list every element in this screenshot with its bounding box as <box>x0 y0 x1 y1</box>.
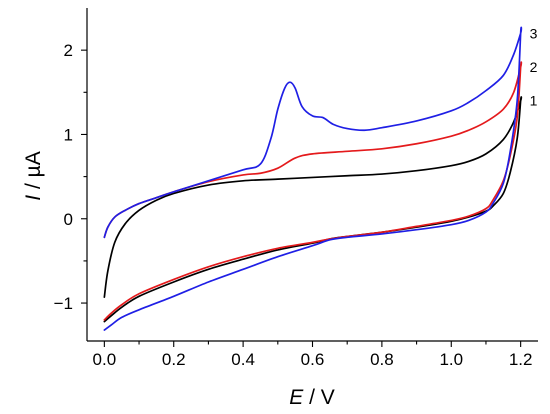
series-3-curve <box>103 26 523 331</box>
y-tick-label: 1 <box>64 125 73 144</box>
x-axis-ticks: 0.0 0.2 0.4 0.6 0.8 1.0 1.2 <box>93 341 533 369</box>
x-axis-title: E / V <box>289 386 335 409</box>
x-tick-label: 0.4 <box>231 350 255 369</box>
x-tick-label: 0.6 <box>301 350 325 369</box>
series-2-curve <box>103 61 523 321</box>
x-axis-symbol: E <box>289 386 304 409</box>
y-tick-label: −1 <box>54 294 73 313</box>
x-axis-unit: / V <box>303 386 335 409</box>
x-tick-label: 0.8 <box>370 350 394 369</box>
y-tick-label: 0 <box>64 210 73 229</box>
x-tick-label: 0.0 <box>93 350 117 369</box>
y-axis-title: I / µA <box>22 151 45 200</box>
series-label-3: 3 <box>530 25 538 41</box>
x-tick-label: 1.0 <box>439 350 463 369</box>
plot-frame <box>86 8 538 342</box>
x-tick-label: 1.2 <box>509 350 533 369</box>
series-label-2: 2 <box>530 59 538 75</box>
y-tick-label: 2 <box>64 41 73 60</box>
curve-labels: 1 2 3 <box>530 25 538 108</box>
y-axis-ticks: −1 0 1 2 <box>54 41 87 313</box>
series-1-curve <box>103 96 523 323</box>
y-axis-unit: / µA <box>22 151 45 195</box>
y-axis-symbol: I <box>22 195 45 201</box>
x-tick-label: 0.2 <box>162 350 186 369</box>
series-label-1: 1 <box>530 93 538 109</box>
curves-layer <box>103 26 523 331</box>
